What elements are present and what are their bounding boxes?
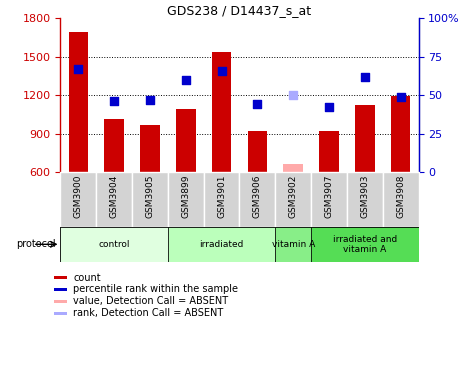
Bar <box>104 119 124 172</box>
Text: protocol: protocol <box>16 239 56 249</box>
Text: value, Detection Call = ABSENT: value, Detection Call = ABSENT <box>73 296 228 306</box>
FancyBboxPatch shape <box>239 172 275 227</box>
Bar <box>54 288 67 291</box>
FancyBboxPatch shape <box>60 172 96 227</box>
Text: GSM3908: GSM3908 <box>396 175 405 218</box>
FancyBboxPatch shape <box>132 172 168 227</box>
Point <box>218 68 225 74</box>
Bar <box>283 164 303 172</box>
Bar <box>319 131 339 172</box>
FancyBboxPatch shape <box>168 172 204 227</box>
Bar <box>168 227 275 262</box>
Bar <box>68 32 88 172</box>
Text: GSM3900: GSM3900 <box>74 175 83 218</box>
Text: GSM3905: GSM3905 <box>146 175 154 218</box>
Bar <box>212 52 232 172</box>
Text: irradiated: irradiated <box>199 240 244 249</box>
Point <box>326 105 333 111</box>
FancyBboxPatch shape <box>383 172 418 227</box>
FancyBboxPatch shape <box>204 172 239 227</box>
Bar <box>176 109 196 172</box>
Title: GDS238 / D14437_s_at: GDS238 / D14437_s_at <box>167 4 312 17</box>
Text: percentile rank within the sample: percentile rank within the sample <box>73 284 238 295</box>
Bar <box>275 227 311 262</box>
Text: irradiated and
vitamin A: irradiated and vitamin A <box>332 235 397 254</box>
Bar <box>140 124 160 172</box>
Bar <box>391 96 411 172</box>
Bar <box>54 312 67 315</box>
Point <box>361 74 368 80</box>
Text: GSM3901: GSM3901 <box>217 175 226 218</box>
Text: vitamin A: vitamin A <box>272 240 315 249</box>
Point <box>254 101 261 107</box>
FancyBboxPatch shape <box>275 172 311 227</box>
Point <box>182 77 190 83</box>
FancyBboxPatch shape <box>347 172 383 227</box>
Bar <box>311 227 418 262</box>
FancyBboxPatch shape <box>96 172 132 227</box>
Bar <box>54 300 67 303</box>
Text: GSM3906: GSM3906 <box>253 175 262 218</box>
Text: count: count <box>73 273 101 283</box>
Bar <box>247 131 267 172</box>
Point <box>111 98 118 104</box>
Text: control: control <box>99 240 130 249</box>
FancyBboxPatch shape <box>311 172 347 227</box>
Text: GSM3899: GSM3899 <box>181 175 190 218</box>
Bar <box>60 227 168 262</box>
Point <box>146 97 153 103</box>
Text: GSM3903: GSM3903 <box>360 175 369 218</box>
Point <box>74 66 82 72</box>
Point <box>397 94 405 100</box>
Bar <box>355 105 375 172</box>
Bar <box>54 276 67 279</box>
Point <box>289 92 297 98</box>
Text: GSM3904: GSM3904 <box>110 175 119 218</box>
Text: rank, Detection Call = ABSENT: rank, Detection Call = ABSENT <box>73 308 224 318</box>
Text: GSM3902: GSM3902 <box>289 175 298 218</box>
Text: GSM3907: GSM3907 <box>325 175 333 218</box>
